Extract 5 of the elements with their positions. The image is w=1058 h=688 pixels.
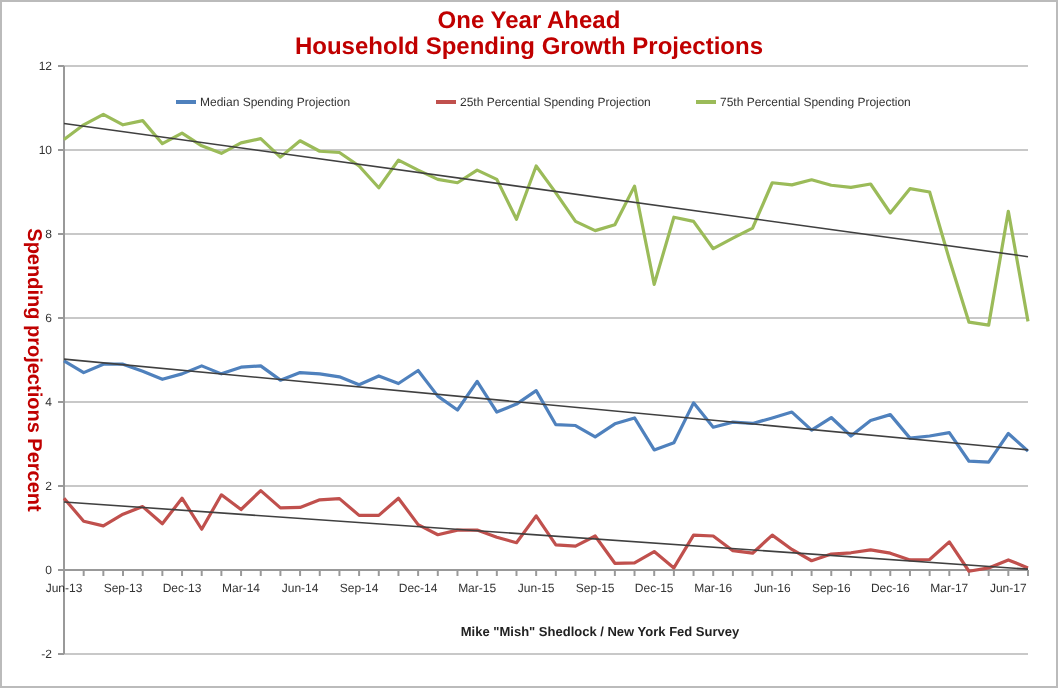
line-series <box>62 112 1030 327</box>
line-series <box>62 489 1030 573</box>
chart-subtitle: Household Spending Growth Projections <box>294 32 764 60</box>
y-axis-title: Spending projections Percent <box>22 228 44 514</box>
chart-title: One Year Ahead <box>437 6 621 34</box>
